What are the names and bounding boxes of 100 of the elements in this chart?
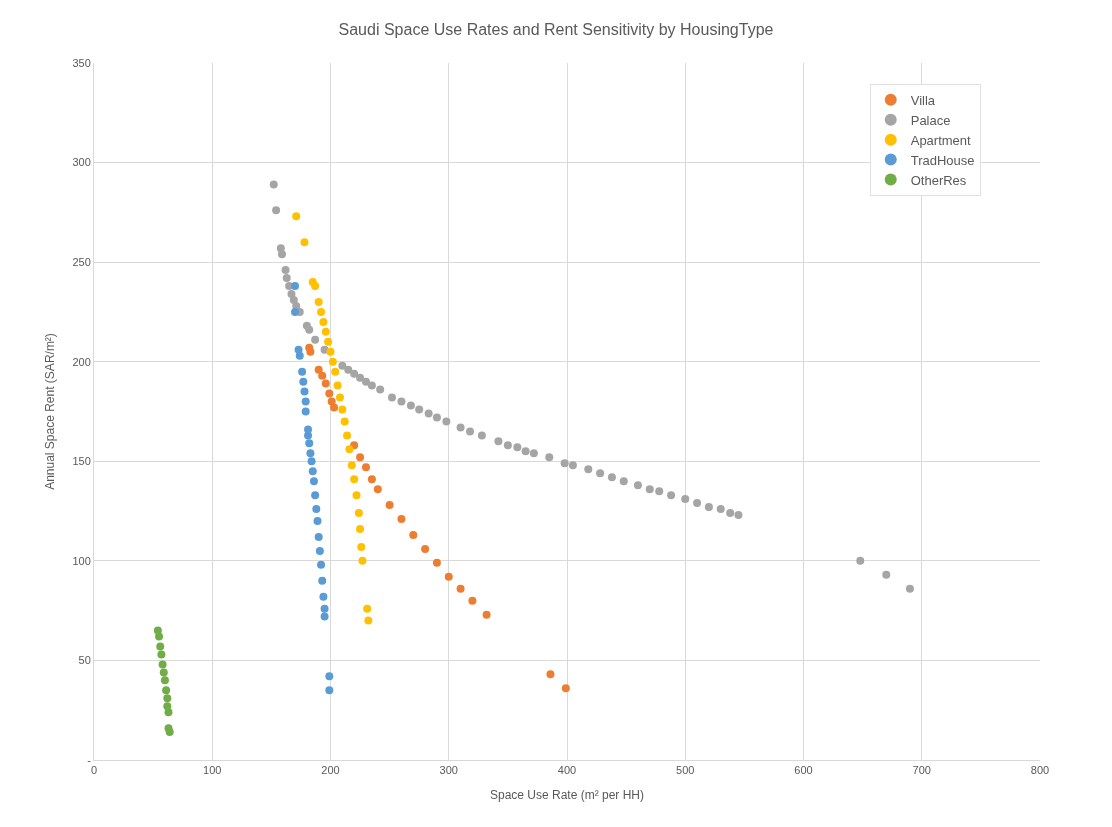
point	[482, 610, 491, 619]
point	[340, 417, 349, 426]
point	[319, 317, 328, 326]
point	[385, 501, 394, 510]
legend-label: Palace	[910, 112, 951, 128]
point	[326, 347, 335, 356]
point	[561, 684, 570, 693]
point	[494, 437, 503, 446]
point	[287, 290, 296, 299]
point	[292, 212, 301, 221]
point	[331, 367, 340, 376]
point	[655, 487, 664, 496]
point	[546, 670, 555, 679]
point	[350, 369, 359, 378]
x-tick-label: 200	[321, 764, 340, 777]
point	[311, 491, 320, 500]
point	[158, 660, 167, 669]
point	[645, 485, 654, 494]
x-tick-label: 800	[1030, 764, 1050, 777]
point	[338, 361, 347, 370]
point	[529, 449, 538, 458]
point	[560, 459, 569, 468]
point	[325, 686, 334, 695]
point	[315, 546, 324, 555]
point	[291, 307, 300, 316]
point	[305, 439, 314, 448]
y-tick-label: 100	[72, 554, 91, 567]
y-tick-label: 200	[72, 355, 91, 368]
x-tick-label: 100	[203, 764, 222, 777]
y-tick-label: 350	[72, 56, 91, 69]
point	[318, 576, 327, 585]
point	[272, 206, 281, 215]
point	[409, 530, 418, 539]
point	[155, 632, 164, 641]
point	[421, 544, 430, 553]
point	[300, 387, 309, 396]
y-tick-label: -	[87, 753, 92, 766]
x-tick-label: 300	[439, 764, 458, 777]
point	[328, 357, 337, 366]
point	[734, 511, 743, 520]
point	[306, 449, 315, 458]
point	[162, 686, 171, 695]
point	[338, 405, 347, 414]
point	[432, 413, 441, 422]
point	[358, 556, 367, 565]
point	[667, 491, 676, 500]
x-tick-label: 0	[90, 764, 98, 777]
point	[364, 616, 373, 625]
point	[345, 445, 354, 454]
point	[619, 477, 628, 486]
point	[321, 327, 330, 336]
point	[352, 491, 361, 500]
point	[397, 397, 406, 406]
point	[704, 503, 713, 512]
point	[301, 397, 310, 406]
point	[367, 475, 376, 484]
point	[335, 393, 344, 402]
point	[307, 457, 316, 466]
point	[320, 612, 329, 621]
point	[726, 509, 735, 518]
point	[397, 515, 406, 524]
point	[882, 570, 891, 579]
x-axis-title: Space Use Rate (m² per HH)	[489, 788, 645, 803]
point	[156, 642, 165, 651]
point	[330, 403, 339, 412]
point	[313, 517, 322, 526]
point	[633, 481, 642, 490]
point	[311, 282, 320, 291]
point	[432, 558, 441, 567]
point	[354, 509, 363, 518]
y-tick-label: 300	[72, 156, 91, 169]
point	[468, 596, 477, 605]
x-tick-label: 500	[676, 764, 695, 777]
point	[291, 282, 300, 291]
point	[165, 728, 174, 737]
point	[347, 461, 356, 470]
point	[693, 499, 702, 508]
point	[356, 453, 365, 462]
point	[716, 505, 725, 514]
y-tick-label: 150	[72, 455, 91, 468]
point	[159, 668, 168, 677]
point	[157, 650, 166, 659]
point	[442, 417, 451, 426]
point	[306, 347, 315, 356]
point	[681, 495, 690, 504]
point	[568, 461, 577, 470]
point	[278, 250, 287, 259]
point	[325, 672, 334, 681]
point	[160, 676, 169, 685]
point	[361, 377, 370, 386]
point	[317, 307, 326, 316]
point	[300, 238, 309, 247]
point	[545, 453, 554, 462]
point	[312, 505, 321, 514]
point	[373, 485, 382, 494]
point	[299, 377, 308, 386]
point	[584, 465, 593, 474]
point	[387, 393, 396, 402]
y-tick-label: 250	[72, 255, 91, 268]
point	[325, 389, 334, 398]
